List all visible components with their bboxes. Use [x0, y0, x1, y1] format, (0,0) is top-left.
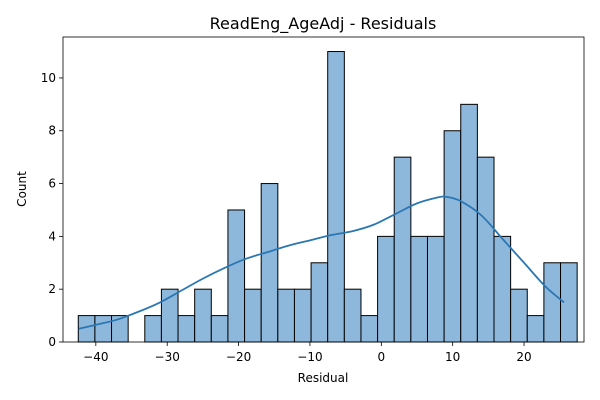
kde-curve — [78, 195, 565, 330]
histogram-bar — [460, 103, 478, 343]
x-tick-label: −30 — [155, 350, 180, 364]
histogram-bar — [410, 235, 428, 343]
histogram-bar — [393, 156, 412, 343]
y-tick-label: 10 — [41, 71, 56, 85]
plot-frame — [62, 36, 585, 343]
histogram-bar — [510, 288, 528, 343]
histogram-bar — [526, 315, 545, 343]
x-tick-label: −40 — [83, 350, 108, 364]
histogram-bar — [543, 262, 562, 343]
x-tick-label: 20 — [516, 350, 531, 364]
histogram-bar — [260, 183, 279, 343]
histogram-bar — [377, 235, 395, 343]
histogram-bar — [360, 315, 379, 343]
histogram-bar — [227, 209, 246, 343]
histogram-bar — [177, 315, 196, 343]
x-axis-ticks: −40 −30 −20 −10 0 10 20 — [83, 342, 532, 364]
y-tick-label: 2 — [48, 282, 56, 296]
histogram-bar — [343, 288, 362, 343]
y-tick-label: 4 — [48, 229, 56, 243]
histogram-bar — [493, 235, 512, 343]
x-axis-label: Residual — [298, 371, 349, 385]
histogram-bars — [77, 51, 578, 343]
histogram-bar — [244, 288, 262, 343]
histogram-bar — [293, 288, 312, 343]
x-tick-label: 10 — [445, 350, 460, 364]
histogram-bar — [277, 288, 295, 343]
histogram-bar — [443, 130, 462, 343]
x-tick-label: −20 — [226, 350, 251, 364]
y-axis-ticks: 0 2 4 6 8 10 — [41, 71, 63, 349]
histogram-bar — [426, 235, 445, 343]
histogram-bar — [310, 262, 329, 343]
histogram-bar — [194, 288, 212, 343]
y-tick-label: 0 — [48, 335, 56, 349]
histogram-bar — [144, 315, 162, 343]
histogram-bar — [94, 315, 113, 343]
y-tick-label: 6 — [48, 177, 56, 191]
x-tick-label: −10 — [297, 350, 322, 364]
y-axis-label: Count — [15, 171, 29, 207]
histogram-bar — [210, 315, 229, 343]
chart-title: ReadEng_AgeAdj - Residuals — [210, 14, 437, 34]
histogram-bar — [327, 51, 345, 343]
y-tick-label: 8 — [48, 124, 56, 138]
histogram-bar — [476, 156, 495, 343]
x-tick-label: 0 — [377, 350, 385, 364]
